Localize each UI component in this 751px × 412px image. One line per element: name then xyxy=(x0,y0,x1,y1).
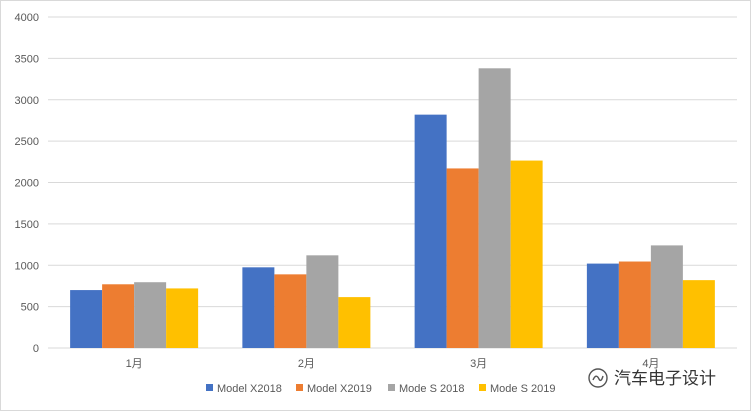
bar xyxy=(166,288,199,348)
bar xyxy=(682,280,715,348)
y-tick-label: 3000 xyxy=(15,95,39,107)
bar xyxy=(274,274,307,348)
y-tick-label: 4000 xyxy=(15,12,39,24)
x-tick-label: 1月 xyxy=(126,358,143,370)
x-tick-label: 4月 xyxy=(642,358,659,370)
y-tick-label: 1500 xyxy=(15,219,39,231)
legend-swatch xyxy=(479,384,486,391)
legend-swatch xyxy=(388,384,395,391)
bar xyxy=(102,284,135,348)
bar xyxy=(446,168,479,348)
bar xyxy=(510,160,543,348)
wechat-channel-icon xyxy=(588,368,608,388)
y-tick-label: 2000 xyxy=(15,178,39,190)
bar xyxy=(70,290,103,348)
bar xyxy=(586,263,619,348)
y-tick-label: 500 xyxy=(21,302,39,314)
bar xyxy=(618,261,651,348)
legend-label: Mode S 2019 xyxy=(490,383,555,395)
bar xyxy=(650,245,683,348)
y-tick-label: 0 xyxy=(33,343,39,355)
y-axis-ticks: 0 500 1000 1500 2000 2500 3000 3500 4000 xyxy=(15,12,39,355)
y-tick-label: 1000 xyxy=(15,260,39,272)
legend-label: Model X2019 xyxy=(307,383,372,395)
legend-swatch xyxy=(206,384,213,391)
y-tick-label: 2500 xyxy=(15,136,39,148)
x-axis-ticks: 1月 2月 3月 4月 xyxy=(126,358,660,370)
legend-swatch xyxy=(296,384,303,391)
bar xyxy=(414,114,447,349)
watermark-text: 汽车电子设计 xyxy=(614,369,716,388)
watermark: 汽车电子设计 xyxy=(588,368,716,388)
y-tick-label: 3500 xyxy=(15,53,39,65)
legend: Model X2018 Model X2019 Mode S 2018 Mode S … xyxy=(206,383,555,395)
x-tick-label: 3月 xyxy=(470,358,487,370)
bar xyxy=(338,297,371,348)
x-tick-label: 2月 xyxy=(298,358,315,370)
bar xyxy=(134,282,167,348)
bar xyxy=(242,267,275,348)
legend-label: Model X2018 xyxy=(217,383,282,395)
bar xyxy=(478,68,511,349)
bars xyxy=(70,68,715,349)
legend-label: Mode S 2018 xyxy=(399,383,464,395)
bar xyxy=(306,255,339,348)
